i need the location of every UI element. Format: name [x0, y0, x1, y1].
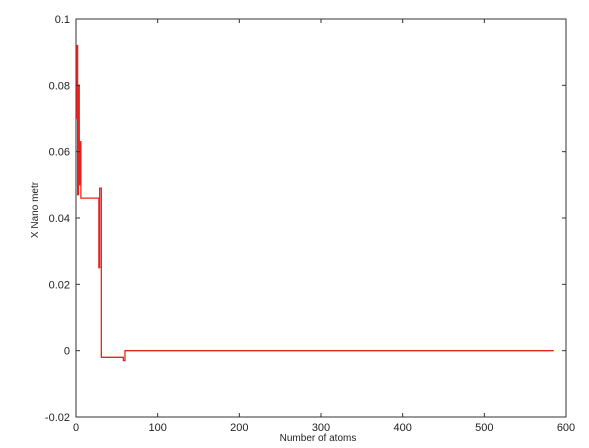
plot-frame — [75, 18, 567, 418]
x-axis-label: Number of atoms — [280, 433, 357, 444]
y-tick-label: -0.02 — [45, 412, 70, 424]
plot-axes — [75, 18, 567, 418]
y-tick-label: 0.02 — [49, 279, 70, 291]
series-layer — [76, 44, 554, 362]
y-tick-label: 0.1 — [55, 14, 70, 26]
y-tick-label: 0.06 — [49, 147, 70, 159]
x-tick-label: 500 — [475, 422, 493, 434]
x-tick-label: 400 — [393, 422, 411, 434]
y-axis-label: X Nano metr — [30, 181, 41, 238]
x-tick-label: 0 — [73, 422, 79, 434]
x-tick-label: 100 — [148, 422, 166, 434]
y-tick-label: 0 — [64, 346, 70, 358]
x-tick-label: 200 — [230, 422, 248, 434]
x-tick-label: 300 — [312, 422, 330, 434]
tick-layer: 0 100 200 300 400 500 600-0.0200.020.040.060.0… — [45, 14, 575, 434]
x-tick-label: 600 — [557, 422, 575, 434]
y-tick-label: 0.08 — [49, 80, 70, 92]
y-tick-label: 0.04 — [49, 213, 70, 225]
series-line — [76, 44, 554, 362]
